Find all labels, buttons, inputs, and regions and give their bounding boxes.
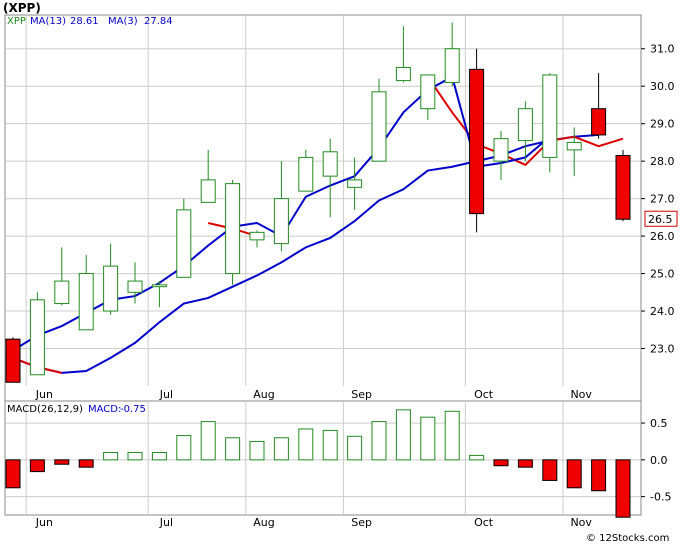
macd-bar [591, 459, 607, 492]
macd-bar [566, 459, 582, 489]
macd-bar [395, 409, 411, 461]
macd-x-tick-label: Aug [253, 516, 274, 529]
price-x-tick-label: Aug [253, 388, 274, 401]
macd-bar [322, 429, 338, 461]
price-tick-label: 28.0 [650, 155, 675, 168]
macd-bar [615, 459, 631, 518]
candle-body [78, 273, 94, 331]
macd-tick-label: -0.5 [650, 491, 671, 504]
macd-bar [298, 428, 314, 461]
legend-ma3-value: 27.84 [144, 16, 173, 27]
candle-body [395, 66, 411, 82]
macd-legend-value: -0.75 [120, 404, 146, 415]
macd-legend-value-label: MACD: [88, 404, 121, 415]
legend-ticker: XPP [7, 16, 26, 27]
legend-ma13-label: MA(13) [30, 16, 66, 27]
legend-ma13-value: 28.61 [70, 16, 99, 27]
candle-body [347, 179, 363, 188]
macd-bar [127, 451, 143, 461]
macd-y-axis: 0.5 0.0 -0.5 [641, 417, 671, 504]
candle-body [444, 48, 460, 83]
price-tick-label: 24.0 [650, 305, 675, 318]
macd-x-tick-label: Oct [474, 516, 494, 529]
macd-bar [54, 459, 70, 465]
macd-bar [517, 459, 533, 468]
candle-body [493, 138, 509, 162]
price-y-axis: 23.0 24.0 25.0 26.0 27.0 28.0 29.0 30.0 31.0 [641, 43, 675, 356]
macd-bars [5, 409, 631, 518]
price-tick-label: 31.0 [650, 43, 675, 56]
macd-bar [542, 459, 558, 481]
price-x-tick-label: Jul [159, 388, 173, 401]
macd-bar [469, 454, 485, 461]
candle-body [200, 179, 216, 203]
macd-bar [444, 410, 460, 461]
macd-bar [29, 459, 45, 473]
price-tick-label: 27.0 [650, 193, 675, 206]
candle-body [5, 338, 21, 383]
price-x-tick-label: Nov [570, 388, 592, 401]
candle-body [103, 265, 119, 312]
candle-body [517, 108, 533, 142]
price-tick-label: 23.0 [650, 343, 675, 356]
candle-body [151, 284, 167, 288]
candle-body [469, 68, 485, 215]
macd-bar [103, 451, 119, 461]
price-x-tick-label: Oct [474, 388, 494, 401]
macd-bar [249, 440, 265, 461]
candle-body [176, 209, 192, 278]
candle-body [298, 156, 314, 192]
candle-body [225, 183, 241, 275]
macd-legend-label: MACD(26,12,9) [7, 404, 83, 415]
price-x-axis: Jun Jul Aug Sep Oct Nov [35, 388, 593, 401]
macd-bar [273, 437, 289, 461]
price-tick-label: 30.0 [650, 80, 675, 93]
price-panel [4, 14, 642, 402]
macd-bar [78, 459, 94, 468]
candle-body [566, 141, 582, 151]
macd-bar [347, 435, 363, 461]
macd-bar [5, 459, 21, 489]
candle-body [371, 91, 387, 162]
price-x-tick-label: Jun [35, 388, 53, 401]
candle-body [249, 231, 265, 241]
candle-body [542, 74, 558, 158]
ma-3-red-segment [426, 76, 624, 167]
macd-bar [493, 459, 509, 467]
candle-body [322, 151, 338, 177]
price-x-tick-label: Sep [351, 388, 372, 401]
macd-tick-label: 0.5 [650, 417, 668, 430]
last-price-label: 26.5 [648, 213, 673, 226]
macd-bar [371, 421, 387, 461]
macd-tick-label: 0.0 [650, 454, 668, 467]
macd-x-tick-label: Jun [35, 516, 53, 529]
legend-ma3-label: MA(3) [108, 16, 138, 27]
candle-body [273, 198, 289, 245]
macd-x-tick-label: Sep [351, 516, 372, 529]
price-tick-label: 26.0 [650, 230, 675, 243]
candle-body [420, 74, 436, 110]
macd-bar [200, 421, 216, 461]
macd-bar [176, 435, 192, 461]
candles [5, 22, 631, 383]
candle-body [591, 108, 607, 136]
macd-bar [225, 437, 241, 461]
candle-body [127, 280, 143, 293]
price-tick-label: 29.0 [650, 118, 675, 131]
candle-body [54, 280, 70, 305]
macd-bar [151, 451, 167, 461]
macd-x-tick-label: Jul [159, 516, 173, 529]
price-tick-label: 25.0 [650, 268, 675, 281]
credit-text: © 12Stocks.com [586, 533, 669, 544]
chart-title: (XPP) [3, 1, 41, 15]
candle-body [615, 155, 631, 220]
last-price-badge: 26.5 [644, 210, 678, 227]
candle-body [29, 299, 45, 376]
macd-x-tick-label: Nov [570, 516, 592, 529]
macd-x-axis: Jun Jul Aug Sep Oct Nov [35, 516, 593, 529]
macd-bar [420, 416, 436, 461]
